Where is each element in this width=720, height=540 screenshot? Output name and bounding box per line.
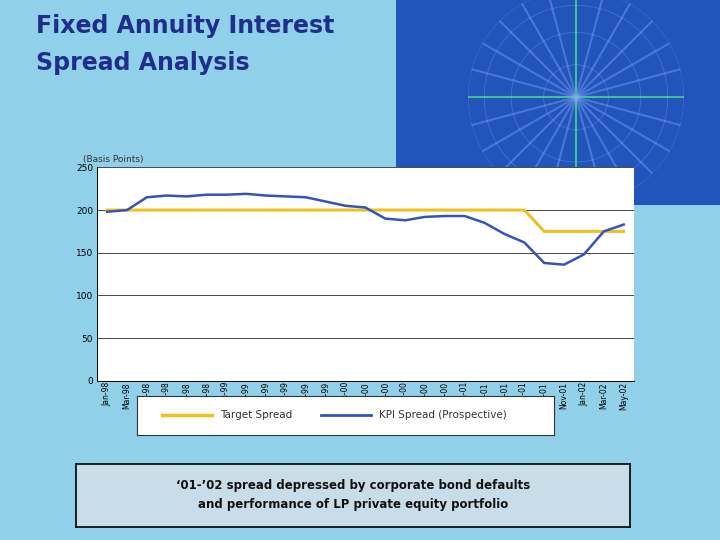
Text: ‘01-’02 spread depressed by corporate bond defaults
and performance of LP privat: ‘01-’02 spread depressed by corporate bo… [176,480,530,511]
Text: Spread Analysis: Spread Analysis [36,51,250,75]
Text: KPI Spread (Prospective): KPI Spread (Prospective) [379,410,507,420]
Text: Target Spread: Target Spread [220,410,292,420]
Text: Fixed Annuity Interest: Fixed Annuity Interest [36,14,334,37]
Text: (Basis Points): (Basis Points) [83,155,143,164]
